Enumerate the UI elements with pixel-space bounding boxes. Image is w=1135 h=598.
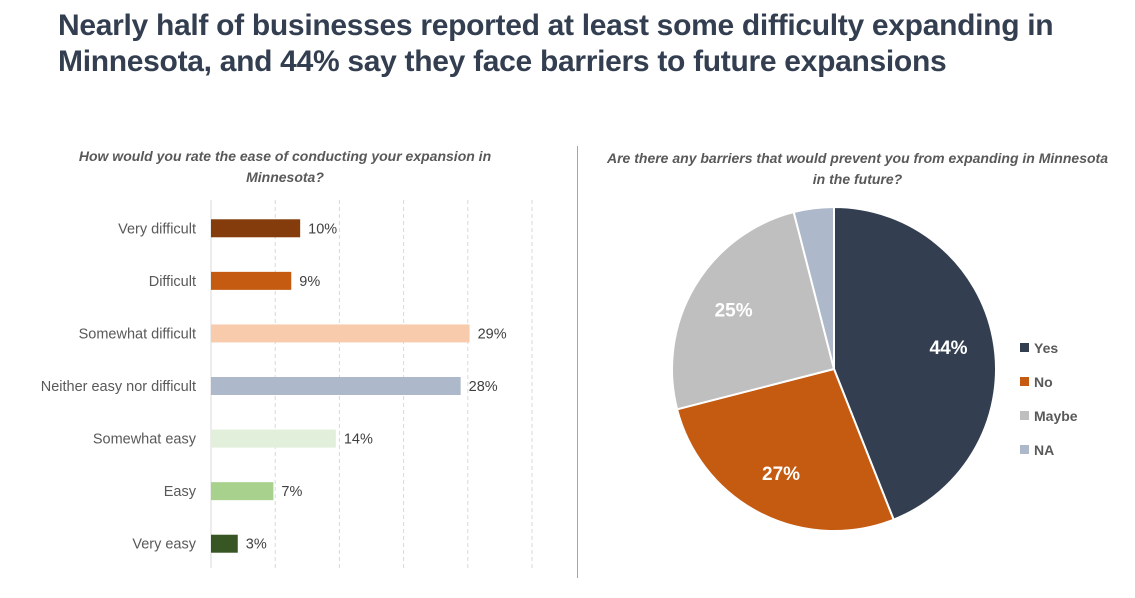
bar [211, 377, 461, 395]
slice-value-label: 27% [762, 464, 800, 485]
chart-title: Nearly half of businesses reported at le… [58, 9, 1054, 78]
slice-value-label: 25% [715, 301, 753, 322]
category-label: Difficult [149, 274, 196, 290]
bar [211, 324, 470, 343]
legend-label: No [1034, 374, 1053, 390]
legend-swatch [1020, 377, 1029, 386]
pie-slice-yes [833, 205, 997, 521]
legend-swatch [1020, 411, 1029, 420]
category-label: Somewhat easy [93, 432, 197, 448]
pie-chart: 44% 27% 25% Yes No Maybe NA [671, 205, 1078, 532]
legend-label: Yes [1034, 340, 1058, 356]
legend-label: Maybe [1034, 408, 1078, 424]
value-label: 10% [308, 221, 337, 237]
bar [211, 219, 301, 238]
value-label: 14% [344, 432, 373, 448]
bar [211, 482, 274, 501]
bar-chart-title: How would you rate the ease of conductin… [78, 148, 492, 185]
pie-slice-na [792, 205, 835, 370]
value-label: 7% [281, 484, 302, 500]
bar-chart: Very difficult 10% Difficult 9% Somewhat dif… [41, 200, 533, 568]
value-label: 9% [299, 274, 320, 290]
pie-chart-title: Are there any barriers that would preven… [607, 150, 1108, 187]
legend-swatch [1020, 343, 1029, 352]
panel-divider [577, 146, 578, 578]
bar [211, 429, 336, 448]
category-label: Neither easy nor difficult [41, 379, 196, 395]
legend-label: NA [1034, 442, 1054, 458]
category-label: Somewhat difficult [79, 326, 196, 342]
bar [211, 271, 292, 290]
category-label: Easy [164, 484, 197, 500]
slice-value-label: 44% [930, 338, 968, 359]
category-label: Very easy [132, 537, 196, 553]
bar [211, 534, 238, 553]
legend-swatch [1020, 445, 1029, 454]
value-label: 3% [246, 537, 267, 553]
value-label: 29% [478, 326, 507, 342]
category-label: Very difficult [118, 221, 196, 237]
value-label: 28% [469, 379, 498, 395]
pie-slice-no [675, 367, 895, 532]
pie-slice-maybe [671, 210, 836, 411]
